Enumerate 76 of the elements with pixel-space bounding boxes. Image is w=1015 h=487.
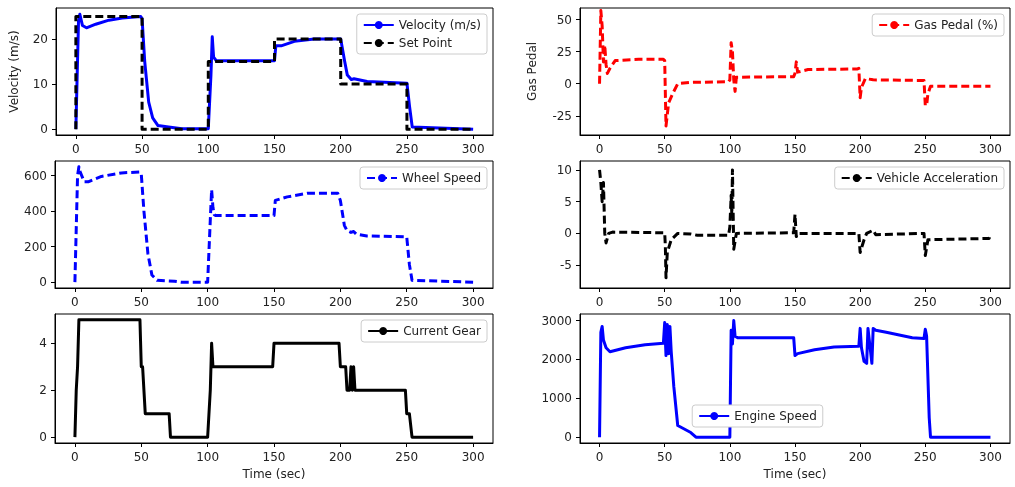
x-tick-label: 50: [657, 450, 673, 464]
x-tick-label: 150: [783, 450, 807, 464]
y-tick-label: 10: [556, 162, 572, 177]
x-tick-label: 100: [718, 450, 742, 464]
y-tick-label: 0: [39, 275, 47, 290]
x-tick-label: 0: [595, 142, 604, 156]
legend-label: Vehicle Acceleration: [876, 171, 998, 185]
x-tick-label: 200: [328, 295, 352, 309]
x-tick-label: 200: [848, 295, 872, 309]
x-tick-label: 50: [133, 295, 149, 309]
y-tick-label: 3000: [541, 313, 572, 328]
x-tick-label: 100: [718, 295, 742, 309]
x-axis-title: Time (sec): [762, 466, 827, 481]
x-tick-label: 150: [783, 295, 807, 309]
y-tick-label: -25: [552, 108, 572, 123]
x-tick-label: 150: [262, 450, 286, 464]
x-tick-label: 250: [913, 450, 937, 464]
x-tick-label: 0: [595, 295, 604, 309]
x-tick-label: 200: [848, 450, 872, 464]
y-tick-label: 20: [32, 32, 48, 47]
x-tick-label: 250: [395, 295, 419, 309]
line-series: [598, 319, 992, 439]
x-tick-label: 50: [134, 142, 150, 156]
legend-label: Gas Pedal (%): [914, 18, 998, 32]
y-tick-label: 0: [564, 430, 572, 445]
y-tick-label: 0: [564, 76, 572, 91]
y-tick-label: 4: [39, 336, 47, 351]
x-tick-label: 300: [461, 142, 485, 156]
y-tick-label: 10: [32, 77, 48, 92]
x-tick-label: 0: [71, 450, 79, 464]
x-tick-label: 100: [196, 295, 220, 309]
y-tick-label: 0: [40, 122, 48, 137]
x-tick-label: 300: [979, 142, 1002, 156]
x-tick-label: 150: [783, 142, 807, 156]
x-tick-label: 100: [718, 142, 742, 156]
x-tick-label: 250: [395, 450, 419, 464]
x-tick-label: 150: [263, 142, 286, 156]
x-axis-title: Time (sec): [241, 466, 306, 481]
y-tick-label: 400: [24, 204, 47, 219]
legend-label: Current Gear: [403, 324, 482, 338]
x-tick-label: 150: [262, 295, 286, 309]
x-tick-label: 200: [329, 142, 353, 156]
legend-label: Velocity (m/s): [398, 18, 482, 32]
x-tick-label: 250: [913, 295, 937, 309]
x-tick-label: 200: [848, 142, 872, 156]
x-tick-label: 0: [595, 450, 604, 464]
x-tick-label: 300: [979, 450, 1002, 464]
legend-label: Wheel Speed: [402, 171, 482, 185]
y-tick-label: 2: [39, 383, 47, 398]
x-tick-label: 100: [196, 142, 220, 156]
y-tick-label: 200: [24, 239, 47, 254]
y-tick-label: 5: [564, 194, 572, 209]
x-tick-label: 50: [657, 295, 673, 309]
x-tick-label: 50: [133, 450, 149, 464]
y-axis-title: Gas Pedal: [525, 41, 539, 102]
legend-label: Set Point: [398, 36, 453, 50]
x-tick-label: 50: [657, 142, 673, 156]
x-tick-label: 250: [913, 142, 937, 156]
y-tick-label: 2000: [541, 352, 572, 367]
x-tick-label: 300: [979, 295, 1002, 309]
y-tick-label: 50: [556, 12, 572, 27]
x-tick-label: 300: [461, 295, 485, 309]
x-tick-label: 0: [71, 295, 79, 309]
x-tick-label: 0: [72, 142, 80, 156]
x-tick-label: 100: [196, 450, 220, 464]
y-tick-label: 0: [39, 430, 47, 445]
legend-label: Engine Speed: [734, 409, 817, 423]
y-tick-label: -5: [560, 258, 572, 273]
y-tick-label: 25: [556, 44, 572, 59]
x-tick-label: 250: [395, 142, 419, 156]
x-tick-label: 200: [328, 450, 352, 464]
y-axis-title: Velocity (m/s): [7, 30, 21, 113]
y-tick-label: 600: [24, 168, 47, 183]
x-tick-label: 300: [461, 450, 485, 464]
y-tick-label: 0: [564, 226, 572, 241]
y-tick-label: 1000: [541, 391, 572, 406]
